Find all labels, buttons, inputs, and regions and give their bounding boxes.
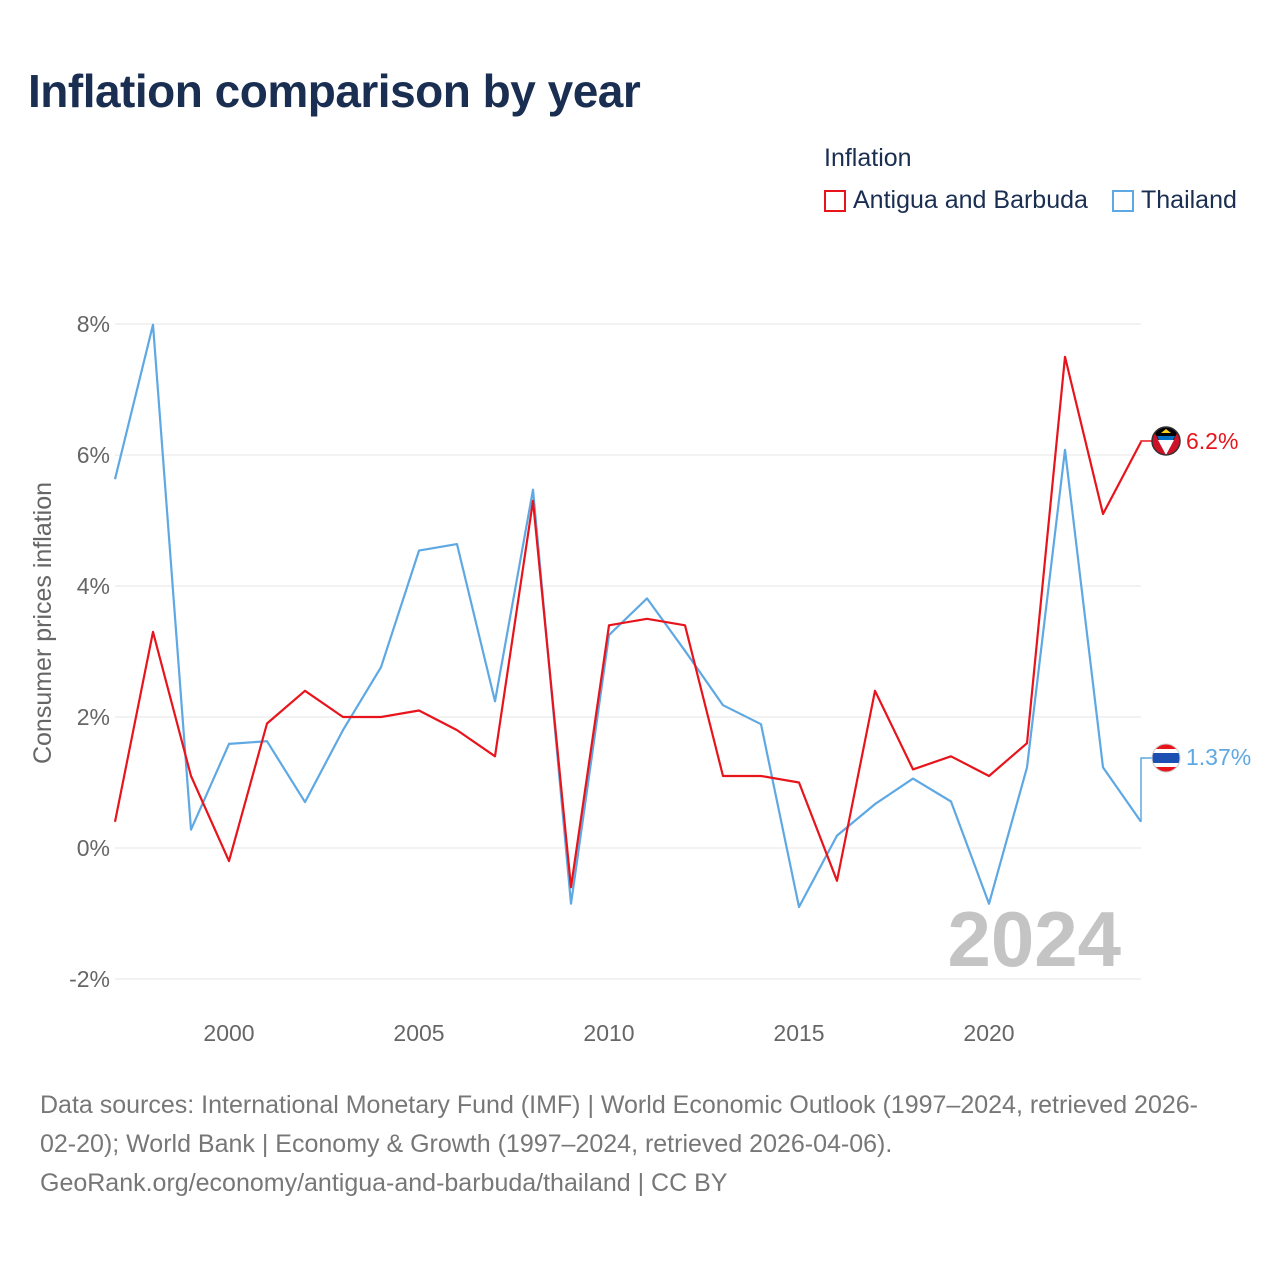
series-line-thailand[interactable]	[113, 323, 1142, 909]
antigua-and-barbuda-flag-icon	[1151, 426, 1181, 456]
chart-title: Inflation comparison by year	[28, 65, 641, 117]
year-watermark: 2024	[947, 895, 1121, 983]
y-tick-label: 0%	[77, 835, 110, 861]
line-chart: -2% 0% 2% 4% 6% 8% 2000 2005 2010 2015 2020 Consu…	[29, 311, 1251, 1046]
footer-sources: Data sources: International Monetary Fun…	[40, 1086, 1250, 1203]
footer-line-3[interactable]: GeoRank.org/economy/antigua-and-barbuda/…	[40, 1169, 728, 1197]
legend-item-thailand[interactable]: Thailand	[1112, 186, 1237, 215]
end-label-antigua: 6.2%	[1186, 428, 1238, 454]
x-tick-label: 2010	[583, 1020, 634, 1046]
x-tick-label: 2000	[203, 1020, 254, 1046]
y-axis-ticks: -2% 0% 2% 4% 6% 8%	[69, 311, 110, 992]
y-tick-label: 6%	[77, 442, 110, 468]
legend-title: Inflation	[824, 144, 912, 172]
legend-label-thailand: Thailand	[1141, 186, 1237, 214]
footer-line-2: 02-20); World Bank | Economy & Growth (1…	[40, 1130, 893, 1158]
legend-label-antigua: Antigua and Barbuda	[853, 186, 1088, 214]
y-tick-label: 2%	[77, 704, 110, 730]
y-tick-label: 8%	[77, 311, 110, 337]
legend-item-antigua[interactable]: Antigua and Barbuda	[824, 186, 1088, 215]
end-label-connector	[1140, 440, 1152, 442]
y-tick-label: 4%	[77, 573, 110, 599]
footer-line-1: Data sources: International Monetary Fun…	[40, 1091, 1198, 1119]
x-tick-label: 2015	[773, 1020, 824, 1046]
x-axis-ticks: 2000 2005 2010 2015 2020	[203, 1020, 1014, 1046]
y-tick-label: -2%	[69, 966, 110, 992]
grid-lines	[115, 323, 1141, 980]
legend-swatch-antigua	[824, 189, 846, 212]
end-label-connector	[1140, 757, 1152, 822]
y-axis-label: Consumer prices inflation	[29, 482, 57, 764]
series-line-antigua-and-barbuda[interactable]	[113, 355, 1142, 889]
legend-swatch-thailand	[1112, 189, 1134, 212]
x-tick-label: 2020	[963, 1020, 1014, 1046]
thailand-flag-icon	[1151, 743, 1181, 773]
x-tick-label: 2005	[393, 1020, 444, 1046]
end-label-thailand: 1.37%	[1186, 744, 1251, 770]
series-lines	[113, 323, 1152, 909]
